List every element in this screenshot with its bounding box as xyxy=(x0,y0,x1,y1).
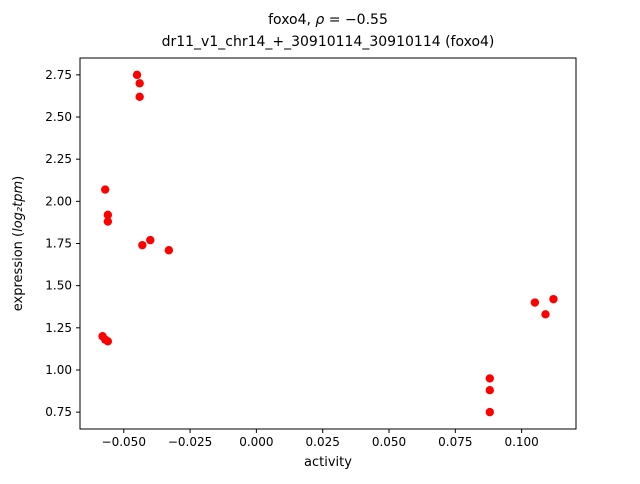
data-point xyxy=(103,337,113,346)
chart-subtitle: dr11_v1_chr14_+_30910114_30910114 (foxo4… xyxy=(162,34,495,50)
y-tick-label: 1.00 xyxy=(45,363,72,377)
data-point xyxy=(164,246,174,255)
data-point xyxy=(485,386,494,395)
chart-title: foxo4, ρ = −0.55 xyxy=(268,12,388,28)
y-tick-label: 2.75 xyxy=(45,68,72,82)
x-axis-ticks: −0.050 −0.025 0.000 0.025 0.050 0.075 0.100 xyxy=(102,429,539,449)
data-point xyxy=(103,210,113,220)
data-point xyxy=(549,294,558,304)
data-point xyxy=(541,310,550,319)
y-tick-label: 1.25 xyxy=(45,321,72,335)
data-point xyxy=(132,70,142,80)
data-point xyxy=(135,79,144,88)
y-axis-label: expression (log₂tpm) xyxy=(11,176,26,311)
x-tick-label: 0.100 xyxy=(504,435,538,449)
data-point xyxy=(485,407,494,417)
y-tick-label: 2.00 xyxy=(45,194,72,208)
y-tick-label: 2.50 xyxy=(45,110,72,124)
x-tick-label: 0.025 xyxy=(306,435,340,449)
y-tick-label: 0.75 xyxy=(45,405,72,419)
data-point xyxy=(146,235,155,245)
data-point xyxy=(485,374,494,383)
y-tick-label: 1.75 xyxy=(45,237,72,251)
data-point xyxy=(135,92,144,101)
x-tick-label: 0.075 xyxy=(438,435,472,449)
x-tick-label: 0.000 xyxy=(239,435,273,449)
x-axis-label: activity xyxy=(304,455,352,470)
axes-frame xyxy=(79,57,577,430)
x-tick-label: −0.050 xyxy=(102,435,146,449)
data-point xyxy=(530,298,540,307)
x-tick-label: 0.050 xyxy=(372,435,406,449)
data-point xyxy=(103,217,113,226)
x-tick-label: −0.025 xyxy=(168,435,212,449)
y-axis-ticks: 0.75 1.00 1.25 1.50 1.75 2.00 2.25 2.50 2.75 xyxy=(45,68,80,419)
scatter-points xyxy=(98,70,558,417)
y-tick-label: 1.50 xyxy=(45,279,72,293)
data-point xyxy=(138,240,147,250)
data-point xyxy=(100,185,110,194)
y-tick-label: 2.25 xyxy=(45,152,72,166)
